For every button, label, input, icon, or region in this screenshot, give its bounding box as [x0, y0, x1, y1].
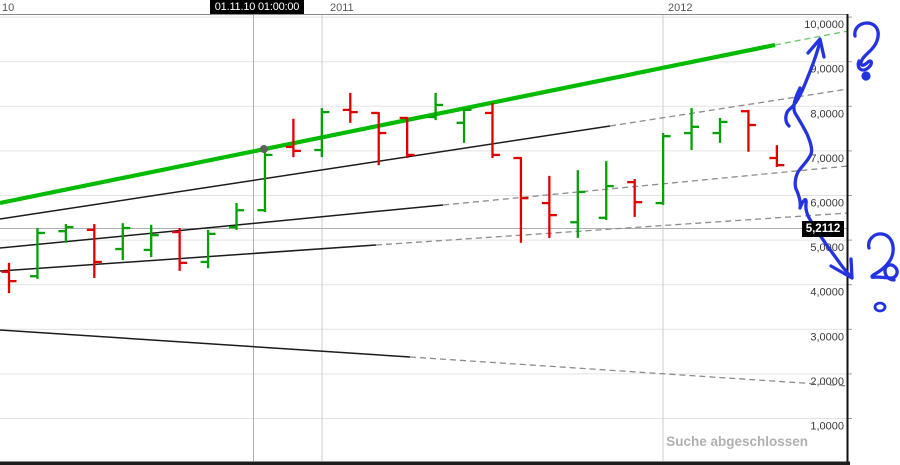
crosshair-date-tooltip: 01.11.10 01:00:00 — [210, 0, 304, 14]
question-mark-bottom — [867, 232, 899, 282]
price-tick-label: 7,0000 — [810, 153, 844, 165]
price-tick-label: 8,0000 — [810, 108, 844, 120]
price-tick-label: 9,0000 — [810, 64, 844, 76]
partial-year-label: 10 — [2, 2, 14, 14]
up-arrow — [806, 37, 826, 59]
upper-channel-line — [0, 125, 611, 220]
question-mark-bottom-dot — [873, 301, 887, 313]
declining-line-dashed — [409, 356, 849, 387]
middle-channel-line-dashed — [442, 165, 849, 206]
price-tick-label: 3,0000 — [810, 331, 844, 343]
crosshair-price-tooltip: 5,2112 — [802, 221, 844, 237]
status-message: Suche abgeschlossen — [666, 434, 808, 449]
price-tick-label: 10,0000 — [804, 19, 844, 31]
middle-channel-line — [0, 204, 444, 249]
year-label: 2012 — [668, 2, 692, 14]
question-mark-top — [853, 21, 880, 72]
price-tick-label: 4,0000 — [810, 287, 844, 299]
price-tick-label: 1,0000 — [810, 421, 844, 433]
green-uptrend-line-dashed — [774, 30, 849, 46]
crosshair-snap-dot — [260, 145, 268, 153]
price-tick-label: 6,0000 — [810, 198, 844, 210]
bottom-scrollbar[interactable] — [0, 461, 850, 465]
down-squiggle-arrow — [792, 86, 852, 278]
up-arrow — [784, 40, 822, 128]
green-uptrend-line — [0, 42, 776, 206]
year-label: 2011 — [330, 2, 354, 14]
price-tick-label: 2,0000 — [810, 376, 844, 388]
upper-channel-line-dashed — [609, 88, 849, 127]
lower-channel-line — [0, 244, 377, 272]
question-mark-top-dot — [861, 71, 871, 81]
lower-channel-line-dashed — [375, 212, 849, 246]
down-squiggle-arrow — [829, 257, 854, 280]
declining-line — [0, 329, 411, 358]
